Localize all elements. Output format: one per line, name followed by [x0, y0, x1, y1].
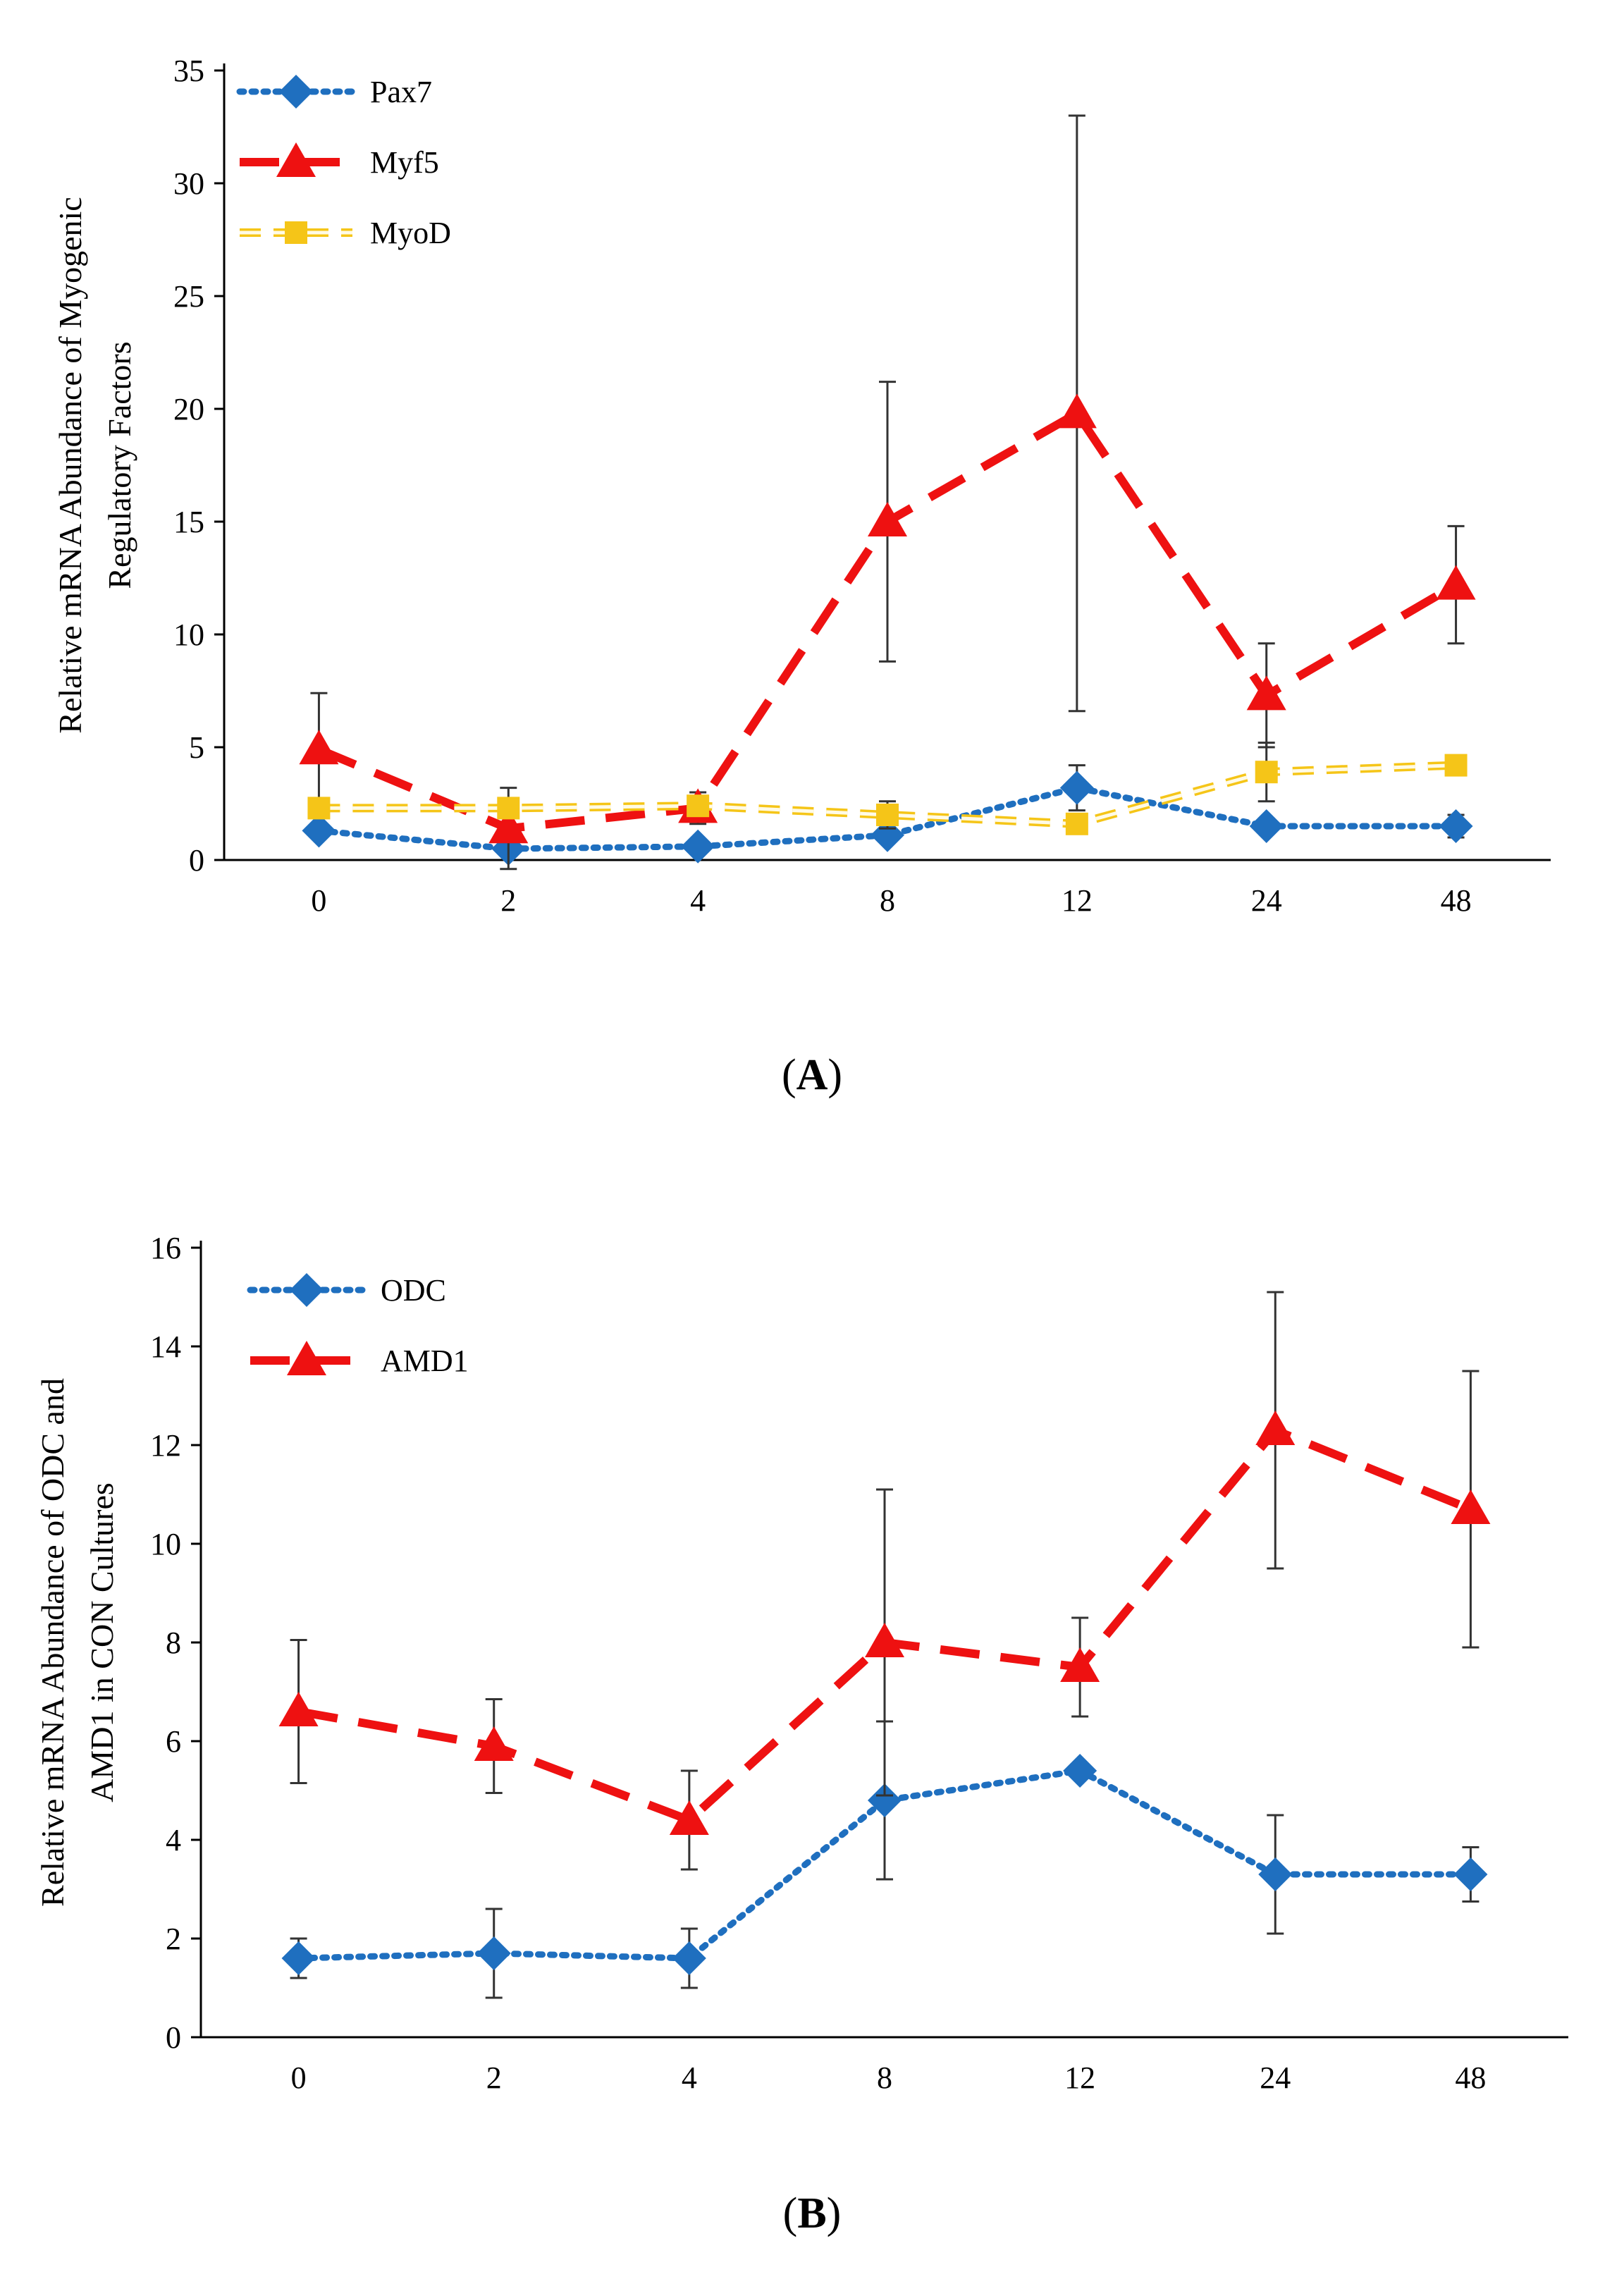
x-tick-label: 2: [500, 883, 516, 918]
y-tick-label: 0: [189, 843, 204, 878]
y-tick-label: 30: [173, 166, 204, 201]
y-axis-label: Relative mRNA Abundance of Myogenic: [52, 197, 88, 733]
legend-marker: [285, 221, 307, 244]
y-tick-label: 25: [173, 279, 204, 314]
legend-item: Pax7: [236, 75, 432, 109]
y-tick-label: 5: [189, 730, 204, 765]
panel-caption: (A): [782, 1051, 842, 1099]
y-tick-label: 10: [150, 1527, 181, 1561]
y-tick-label: 35: [173, 54, 204, 88]
legend-marker: [290, 1273, 324, 1307]
x-tick-label: 12: [1062, 883, 1093, 918]
legend-label: AMD1: [381, 1344, 469, 1378]
y-tick-label: 6: [166, 1724, 181, 1759]
x-tick-label: 48: [1441, 883, 1472, 918]
data-point: [669, 1800, 709, 1835]
series-myf5: [299, 114, 1476, 871]
x-tick-label: 8: [880, 883, 895, 918]
y-axis-label: Regulatory Factors: [102, 341, 137, 589]
series-odc: [281, 1720, 1488, 1999]
data-point: [278, 1692, 319, 1726]
data-point: [1444, 754, 1468, 777]
legend-marker: [276, 142, 316, 177]
data-point: [497, 797, 520, 820]
data-point: [1439, 809, 1473, 843]
data-point: [681, 829, 715, 864]
legend-item: ODC: [247, 1273, 446, 1308]
y-tick-label: 10: [173, 618, 204, 652]
chart-panel-b: 0 2 4 6 8 10 12 14 16 0 2 4 8 12 24 48 Relative mRNA Abu…: [0, 1142, 1624, 2242]
y-tick-label: 16: [150, 1231, 181, 1265]
y-tick-label: 12: [150, 1428, 181, 1463]
y-tick-label: 14: [150, 1329, 181, 1364]
data-point: [865, 1623, 904, 1657]
data-point: [302, 813, 336, 848]
legend-item: AMD1: [250, 1341, 469, 1378]
x-tick-label: 4: [690, 883, 706, 918]
data-point: [281, 1941, 316, 1975]
legend-marker: [287, 1341, 326, 1375]
x-tick-label: 24: [1260, 2060, 1291, 2095]
data-point: [1258, 1857, 1293, 1891]
x-tick-label: 8: [877, 2060, 892, 2095]
legend-label: Myf5: [370, 145, 439, 180]
data-point: [687, 794, 710, 818]
series-amd1: [278, 1291, 1491, 1871]
data-point: [868, 502, 907, 536]
data-point: [1065, 812, 1088, 835]
data-point: [672, 1941, 706, 1975]
data-point: [1453, 1857, 1488, 1891]
data-point: [476, 1936, 511, 1970]
y-tick-label: 0: [166, 2020, 181, 2055]
data-point: [871, 818, 904, 852]
x-tick-label: 0: [291, 2060, 307, 2095]
x-tick-label: 0: [311, 883, 326, 918]
data-point: [1255, 1411, 1296, 1445]
y-axis-label: Relative mRNA Abundance of ODC and: [35, 1378, 70, 1907]
data-point: [307, 797, 331, 820]
data-point: [1060, 1647, 1100, 1682]
y-tick-label: 15: [173, 505, 204, 539]
y-axis-label: AMD1 in CON Cultures: [84, 1482, 120, 1802]
data-point: [474, 1726, 514, 1761]
y-tick-label: 8: [166, 1626, 181, 1660]
data-point: [1246, 675, 1286, 711]
legend-item: MyoD: [240, 216, 451, 250]
y-tick-label: 2: [166, 1922, 181, 1956]
panel-letter: B: [797, 2189, 826, 2237]
legend-label: Pax7: [370, 75, 432, 109]
x-tick-label: 4: [682, 2060, 697, 2095]
series-myod: [307, 742, 1468, 835]
data-point: [868, 1783, 902, 1817]
data-point: [299, 730, 339, 765]
data-point: [1059, 770, 1094, 805]
y-tick-label: 4: [166, 1823, 181, 1857]
y-tick-label: 20: [173, 392, 204, 426]
legend-label: ODC: [381, 1273, 446, 1308]
data-point: [1436, 565, 1476, 600]
legend-label: MyoD: [370, 216, 451, 250]
data-point: [488, 809, 529, 844]
x-tick-label: 12: [1064, 2060, 1095, 2095]
x-tick-label: 2: [486, 2060, 502, 2095]
legend-item: Myf5: [240, 142, 439, 180]
x-tick-label: 24: [1251, 883, 1282, 918]
panel-caption: (B): [783, 2189, 842, 2237]
data-point: [1451, 1489, 1491, 1524]
x-tick-label: 48: [1455, 2060, 1486, 2095]
legend-marker: [279, 75, 313, 109]
data-point: [1249, 809, 1284, 843]
data-point: [1255, 761, 1278, 784]
chart-panel-a: 0 5 10 15 20 25 30 35 0 2 4 8 12 24 48 Relative mRNA Ab…: [0, 0, 1624, 1100]
panel-letter: A: [796, 1051, 828, 1099]
data-point: [1057, 393, 1097, 429]
data-point: [876, 804, 899, 826]
data-point: [1063, 1754, 1097, 1788]
